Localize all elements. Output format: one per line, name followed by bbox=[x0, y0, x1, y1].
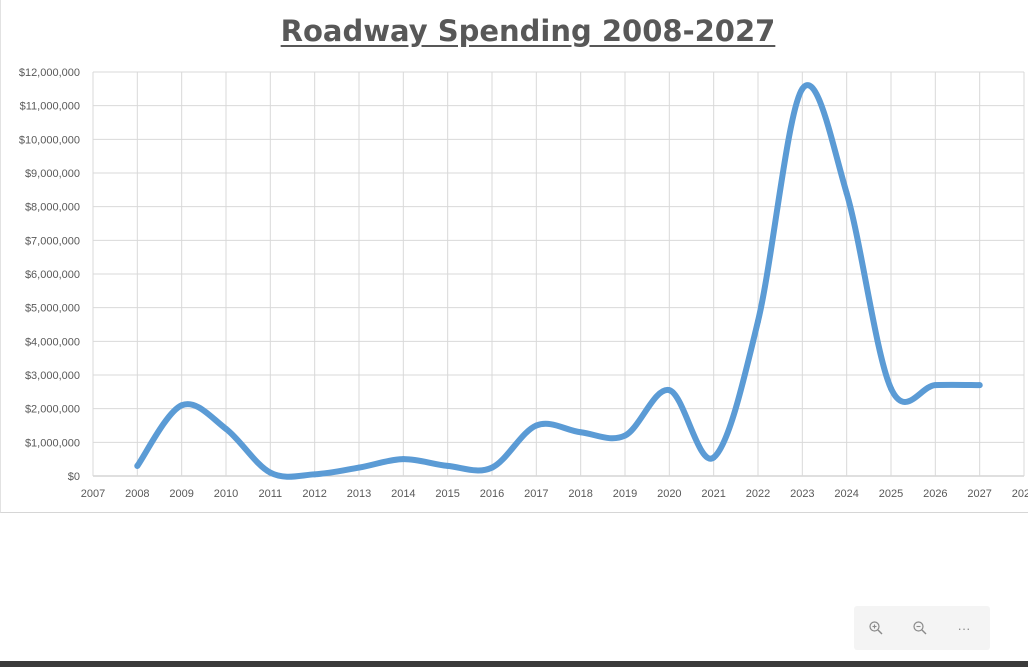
x-tick-label: 2028 bbox=[1012, 488, 1028, 500]
x-tick-label: 2027 bbox=[967, 488, 991, 500]
zoom-out-icon bbox=[913, 621, 927, 635]
zoom-out-button[interactable] bbox=[898, 606, 942, 650]
x-tick-label: 2018 bbox=[568, 488, 592, 500]
x-tick-label: 2015 bbox=[435, 488, 459, 500]
zoom-in-button[interactable] bbox=[854, 606, 898, 650]
x-tick-label: 2011 bbox=[259, 488, 283, 500]
y-tick-label: $11,000,000 bbox=[20, 101, 80, 113]
y-tick-label: $0 bbox=[68, 471, 80, 483]
x-tick-label: 2017 bbox=[524, 488, 548, 500]
data-point bbox=[799, 85, 806, 92]
data-point bbox=[223, 425, 229, 432]
x-tick-label: 2009 bbox=[169, 488, 193, 500]
data-point bbox=[710, 454, 717, 461]
data-point bbox=[843, 190, 850, 197]
bottom-bar bbox=[0, 661, 1028, 667]
chart-title: Roadway Spending 2008-2027 bbox=[280, 14, 776, 48]
data-point bbox=[755, 318, 761, 325]
x-tick-label: 2019 bbox=[613, 488, 637, 500]
x-tick-label: 2012 bbox=[302, 488, 326, 500]
y-tick-label: $12,000,000 bbox=[19, 67, 80, 79]
y-tick-label: $5,000,000 bbox=[25, 303, 80, 315]
data-point bbox=[267, 469, 274, 476]
data-point bbox=[577, 429, 584, 436]
x-tick-label: 2013 bbox=[347, 488, 371, 500]
x-tick-label: 2023 bbox=[790, 488, 814, 500]
data-point bbox=[178, 402, 185, 409]
data-point bbox=[400, 456, 407, 463]
data-point bbox=[134, 462, 141, 469]
y-tick-label: $8,000,000 bbox=[25, 202, 80, 214]
x-tick-label: 2020 bbox=[657, 488, 681, 500]
x-tick-label: 2016 bbox=[480, 488, 504, 500]
x-tick-label: 2010 bbox=[214, 488, 238, 500]
x-axis-ticks: 2007 2008 2009 2010 2011 2012 2013 2014 2015 2016… bbox=[81, 488, 1028, 500]
y-tick-label: $3,000,000 bbox=[25, 370, 80, 382]
x-tick-label: 2007 bbox=[81, 488, 105, 500]
y-tick-label: $4,000,000 bbox=[25, 336, 80, 348]
x-tick-label: 2014 bbox=[391, 488, 415, 500]
x-tick-label: 2022 bbox=[746, 488, 770, 500]
x-tick-label: 2021 bbox=[701, 488, 725, 500]
data-point bbox=[356, 464, 362, 471]
series-line bbox=[134, 82, 983, 480]
y-tick-label: $2,000,000 bbox=[25, 404, 80, 416]
x-tick-label: 2025 bbox=[879, 488, 903, 500]
more-options-button[interactable]: ··· bbox=[957, 620, 971, 636]
zoom-toolbar: ··· bbox=[854, 606, 990, 650]
x-tick-label: 2024 bbox=[834, 488, 858, 500]
line-chart: $0 $1,000,000 $2,000,000 $3,000,000 $4,000,0… bbox=[19, 67, 1028, 500]
data-point bbox=[489, 464, 495, 471]
data-point bbox=[976, 382, 983, 389]
data-point bbox=[932, 382, 939, 389]
data-point bbox=[444, 462, 451, 469]
data-point bbox=[311, 471, 318, 478]
y-tick-label: $6,000,000 bbox=[25, 269, 80, 281]
chart-container: Roadway Spending 2008-2027 $0 $1,000,000 $… bbox=[0, 0, 1028, 513]
y-axis-ticks: $0 $1,000,000 $2,000,000 $3,000,000 $4,000,0… bbox=[19, 67, 80, 483]
data-point bbox=[622, 432, 628, 439]
grid bbox=[92, 71, 1025, 477]
x-tick-label: 2026 bbox=[923, 488, 947, 500]
y-tick-label: $7,000,000 bbox=[25, 235, 80, 247]
y-tick-label: $1,000,000 bbox=[25, 437, 80, 449]
series-group bbox=[134, 82, 983, 480]
data-point bbox=[888, 385, 894, 392]
data-point bbox=[666, 387, 673, 394]
y-tick-label: $9,000,000 bbox=[25, 168, 80, 180]
data-point bbox=[533, 422, 540, 429]
x-tick-label: 2008 bbox=[125, 488, 149, 500]
y-tick-label: $10,000,000 bbox=[19, 134, 80, 146]
zoom-in-icon bbox=[869, 621, 883, 635]
